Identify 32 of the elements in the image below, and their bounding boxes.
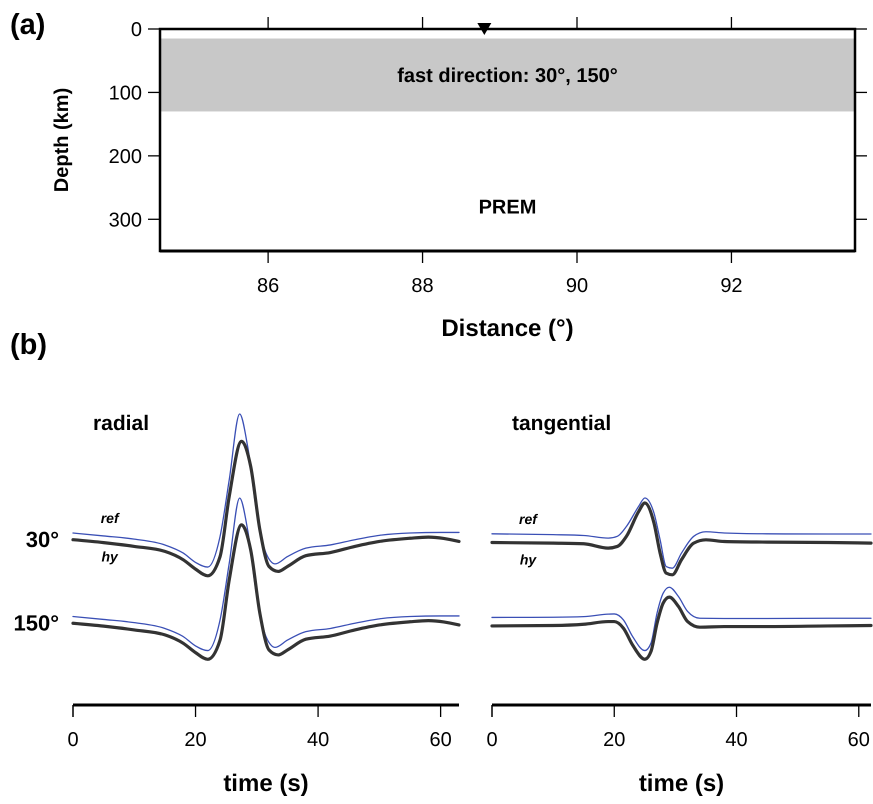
x-tick-label: 0 — [486, 729, 498, 751]
band-label: fast direction: 30°, 150° — [397, 64, 618, 87]
y-tick-label: 300 — [108, 209, 142, 232]
x-axis-title: time (s) — [223, 770, 309, 797]
text: 150° — [13, 610, 59, 636]
x-tick-label: 90 — [566, 275, 588, 297]
text: 30° — [26, 527, 59, 552]
x-axis-title: Distance (°) — [441, 315, 574, 342]
y-tick-label: 0 — [130, 19, 142, 41]
x-tick-label: 20 — [184, 729, 207, 751]
y-tick-label: 200 — [108, 146, 142, 168]
annotation: PREM — [478, 196, 536, 218]
x-tick-label: 60 — [429, 729, 452, 751]
x-tick-label: 40 — [306, 729, 330, 751]
chart-title: tangential — [512, 412, 612, 435]
series-label: hy — [102, 548, 120, 565]
x-tick-label: 60 — [848, 729, 870, 751]
x-tick-label: 86 — [256, 275, 280, 297]
y-tick-label: 100 — [108, 82, 142, 104]
text: (b) — [10, 329, 48, 361]
y-axis-title: Depth (km) — [51, 88, 73, 192]
series-label: ref — [519, 510, 538, 527]
x-tick-label: 20 — [603, 729, 626, 751]
series-label: ref — [100, 510, 120, 526]
x-axis-title: time (s) — [638, 770, 724, 797]
chart-title: radial — [93, 412, 150, 435]
text: (a) — [10, 9, 46, 41]
x-tick-label: 40 — [725, 729, 748, 751]
x-tick-label: 0 — [67, 729, 79, 751]
series-label: hy — [520, 552, 538, 568]
x-tick-label: 92 — [720, 275, 743, 297]
x-tick-label: 88 — [411, 275, 434, 297]
